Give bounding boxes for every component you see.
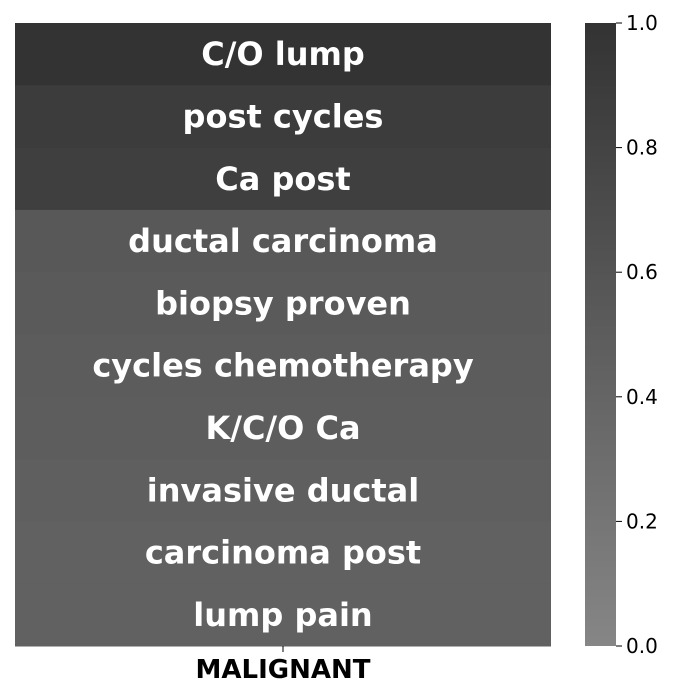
heatmap-cell [15,583,551,647]
colorbar-tick-label: 0.0 [626,634,658,658]
heatmap-cell [15,209,551,273]
heatmap-cell-label: biopsy proven [155,284,411,322]
heatmap-cell-label: C/O lump [201,35,365,73]
heatmap-cell-label: carcinoma post [145,534,421,572]
heatmap-cell-label: K/C/O Ca [205,409,360,447]
colorbar-tick-label: 1.0 [626,11,658,35]
colorbar-gradient [585,23,616,646]
colorbar-tick-label: 0.8 [626,136,658,160]
heatmap-cell [15,147,551,211]
colorbar-tick-label: 0.6 [626,260,658,284]
x-tick-label: MALIGNANT [196,655,371,685]
heatmap-cell-label: invasive ductal [147,471,419,509]
colorbar: 0.0 0.2 0.4 0.6 0.8 1.0 [585,11,658,658]
heatmap-cell [15,272,551,335]
heatmap-cell-label: lump pain [193,596,372,634]
colorbar-tick-label: 0.2 [626,509,658,533]
heatmap-cell [15,521,551,585]
heatmap-cell-label: cycles chemotherapy [92,347,474,385]
colorbar-tick-label: 0.4 [626,385,658,409]
heatmap-cell-label: post cycles [183,97,384,135]
heatmap-cell [15,23,551,86]
heatmap-cell [15,396,551,460]
heatmap-cell-label: ductal carcinoma [128,222,438,260]
heatmap-cell [15,334,551,398]
heatmap-cell [15,459,551,522]
heatmap-cell-label: Ca post [215,160,350,198]
x-axis: MALIGNANT [196,646,371,685]
heatmap-cell [15,85,551,149]
heatmap-cells: C/O lump post cycles Ca post ductal carcino… [15,23,551,647]
